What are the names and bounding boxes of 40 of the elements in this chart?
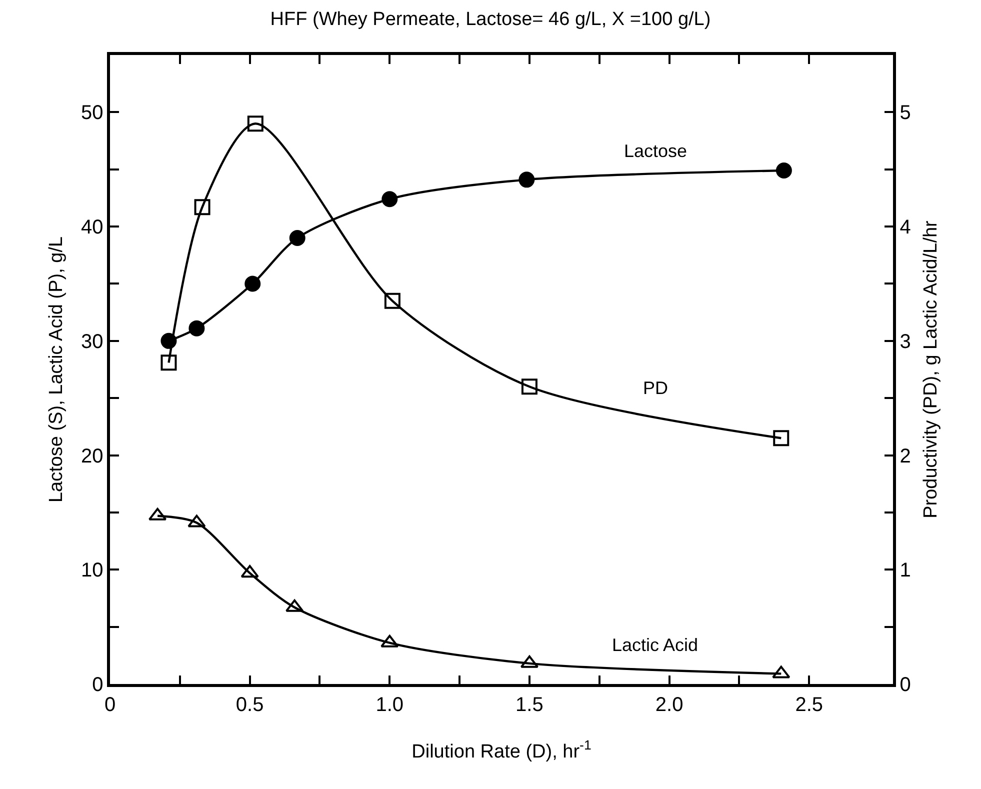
point <box>160 354 177 371</box>
y-tick-label: 30 <box>81 330 104 353</box>
y2-tick-label: 1 <box>900 560 911 582</box>
x-tick-label: 1.5 <box>516 694 544 716</box>
point <box>773 430 790 446</box>
series-label: Lactose <box>624 141 688 161</box>
y-tick-label: 40 <box>81 216 104 239</box>
y-tick-label: 20 <box>81 445 104 468</box>
point <box>384 292 400 309</box>
y2-tick-label: 5 <box>900 102 911 124</box>
series-label: Lactic Acid <box>612 635 698 655</box>
y2-tick-label: 0 <box>900 674 911 696</box>
point <box>772 666 790 678</box>
point <box>518 172 535 188</box>
chart-title: HFF (Whey Permeate, Lactose= 46 g/L, X =100 g/L) <box>270 9 711 30</box>
y2-tick-label: 3 <box>900 330 911 353</box>
y2-tick-label: 4 <box>900 216 911 239</box>
x-tick-label: 2.0 <box>655 694 684 716</box>
point <box>380 634 399 648</box>
y2-tick-label: 2 <box>900 445 911 468</box>
y-tick-label: 10 <box>81 560 104 582</box>
point <box>240 565 259 578</box>
y-axis-title: Lactose (S), Lactic Acid (P), g/L <box>46 236 67 503</box>
x-tick-label: 1.0 <box>376 694 404 716</box>
x-axis-title: Dilution Rate (D), hr$^{-1}$ <box>412 738 592 763</box>
point <box>289 230 306 246</box>
y-tick-label: 0 <box>92 674 104 696</box>
y-tick-label: 50 <box>81 102 104 124</box>
point <box>247 116 264 132</box>
point <box>194 199 210 216</box>
y2-axis-title: Productivity (PD), g Lactic Acid/L/hr <box>920 220 942 518</box>
point <box>521 378 538 395</box>
point <box>188 514 206 528</box>
x-tick-label: 2.5 <box>795 694 824 716</box>
point <box>188 320 205 336</box>
point <box>776 162 792 179</box>
point <box>382 191 398 208</box>
series-label: PD <box>643 378 668 398</box>
point <box>244 276 261 292</box>
x-tick-label: 0.5 <box>236 694 264 716</box>
